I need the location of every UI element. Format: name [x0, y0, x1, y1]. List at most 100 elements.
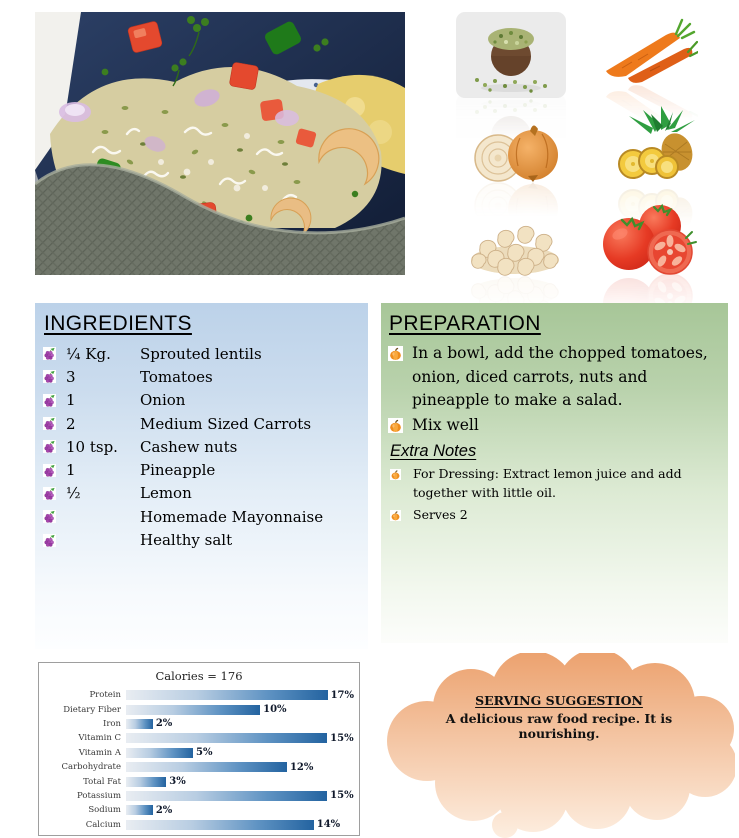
chart-bar: [126, 718, 153, 729]
ingredients-title: INGREDIENTS: [44, 312, 192, 335]
chart-title: Calories = 176: [155, 669, 243, 683]
note-text: For Dressing: Extract lemon juice and ad…: [413, 466, 682, 500]
chart-value: 14%: [316, 819, 341, 831]
grapes-icon: [43, 417, 56, 431]
chart-category: Iron: [102, 718, 121, 729]
ingredient-name: Lemon: [140, 484, 192, 503]
ingredient-qty: 1: [66, 461, 76, 480]
cloud-shape: [387, 653, 735, 838]
ingredient-row: 1 Onion: [43, 389, 360, 412]
chart-value: 10%: [263, 704, 287, 716]
salad-photo: [35, 12, 405, 275]
ingredient-name: Sprouted lentils: [140, 344, 262, 363]
chart-category: Sodium: [88, 805, 121, 816]
pumpkin-icon: [388, 417, 403, 433]
preparation-title: PREPARATION: [389, 312, 541, 335]
pumpkin-icon: [390, 510, 401, 521]
chart-category: Total Fat: [83, 776, 121, 787]
chart-value: 15%: [330, 790, 354, 802]
chart-value: 12%: [289, 761, 314, 773]
ingredient-row: 3 Tomatoes: [43, 365, 360, 388]
chart-bar: [126, 819, 314, 830]
extra-notes-title: Extra Notes: [390, 442, 477, 460]
grapes-icon: [43, 370, 56, 384]
chart-bar: [126, 762, 287, 773]
grapes-icon: [43, 393, 56, 407]
chart-value: 5%: [196, 747, 213, 759]
chart-row: Iron 2%: [43, 717, 355, 731]
serving-suggestion-body: A delicious raw food recipe. It is nouri…: [445, 711, 673, 741]
onion-image: [474, 124, 559, 183]
preparation-step: Mix well: [388, 414, 722, 438]
chart-row: Protein 17%: [43, 688, 355, 702]
chart-category: Protein: [89, 690, 121, 701]
note-text: Serves 2: [413, 507, 468, 522]
step-text: In a bowl, add the chopped tomatoes, oni…: [412, 344, 708, 409]
ingredient-row: 1 Pineapple: [43, 458, 360, 481]
carrots-image: [604, 18, 698, 85]
chart-bar: [126, 704, 261, 715]
ingredient-name: Cashew nuts: [140, 437, 238, 456]
chart-plot: Protein 17% Dietary Fiber 10% Iron 2% Vi…: [43, 688, 355, 832]
chart-category: Dietary Fiber: [63, 704, 121, 715]
chart-bar: [126, 805, 153, 816]
ingredient-qty: 2: [66, 414, 76, 433]
ingredient-qty: 10 tsp.: [66, 437, 118, 456]
chart-row: Calcium 14%: [43, 818, 355, 832]
ingredient-row: ½ Lemon: [43, 482, 360, 505]
ingredient-name: Healthy salt: [140, 531, 233, 550]
ingredient-row: Healthy salt: [43, 528, 360, 551]
preparation-panel: PREPARATION In a bowl, add the chopped t…: [381, 303, 728, 643]
ingredient-qty: ½: [66, 484, 81, 503]
grapes-icon: [43, 533, 56, 547]
ingredient-row: 10 tsp. Cashew nuts: [43, 435, 360, 458]
ingredient-qty: 1: [66, 391, 76, 410]
chart-row: Dietary Fiber 10%: [43, 702, 355, 716]
chart-category: Potassium: [77, 790, 121, 801]
pumpkin-icon: [388, 346, 403, 361]
ingredient-name: Onion: [140, 391, 186, 410]
chart-category: Calcium: [85, 819, 121, 830]
ingredient-row: Homemade Mayonnaise: [43, 505, 360, 528]
chart-value: 17%: [330, 689, 354, 701]
nutrition-chart: Calories = 176 Protein 17% Dietary Fiber…: [38, 662, 360, 836]
ingredient-qty: ¼ Kg.: [66, 344, 111, 363]
chart-row: Potassium 15%: [43, 789, 355, 803]
grapes-icon: [43, 347, 56, 361]
pineapple-image: [618, 106, 698, 179]
ingredients-panel: INGREDIENTS ¼ Kg. Sprouted lentils 3 Tom…: [35, 303, 368, 649]
extra-note: For Dressing: Extract lemon juice and ad…: [390, 465, 722, 502]
ingredient-row: 2 Medium Sized Carrots: [43, 412, 360, 435]
grapes-icon: [43, 463, 56, 477]
chart-category: Vitamin A: [78, 747, 121, 758]
cashews-image: [470, 225, 560, 276]
chart-row: Vitamin A 5%: [43, 746, 355, 760]
ingredient-qty: 3: [66, 367, 76, 386]
sprouted-lentils-image: [456, 12, 566, 98]
serving-suggestion-cloud: SERVING SUGGESTION A delicious raw food …: [383, 653, 735, 838]
grapes-icon: [43, 486, 56, 500]
chart-row: Carbohydrate 12%: [43, 760, 355, 774]
salad-photo-art: [35, 12, 405, 275]
chart-value: 2%: [155, 804, 173, 816]
chart-row: Sodium 2%: [43, 803, 355, 817]
chart-bar: [126, 747, 194, 758]
chart-bar: [126, 733, 328, 744]
chart-bar: [126, 776, 167, 787]
chart-bar: [126, 790, 328, 801]
chart-value: 15%: [330, 732, 354, 744]
ingredient-row: ¼ Kg. Sprouted lentils: [43, 342, 360, 365]
serving-suggestion-title: SERVING SUGGESTION: [475, 693, 643, 708]
ingredient-name: Homemade Mayonnaise: [140, 507, 324, 526]
grapes-icon: [43, 510, 56, 524]
grapes-icon: [43, 440, 56, 454]
ingredient-name: Tomatoes: [140, 367, 213, 386]
ingredient-name: Medium Sized Carrots: [140, 414, 312, 433]
chart-row: Vitamin C 15%: [43, 731, 355, 745]
tomatoes-image: [601, 203, 698, 276]
chart-bar: [126, 690, 328, 701]
chart-category: Carbohydrate: [61, 762, 122, 773]
ingredient-name: Pineapple: [140, 461, 216, 480]
pumpkin-icon: [390, 469, 401, 480]
